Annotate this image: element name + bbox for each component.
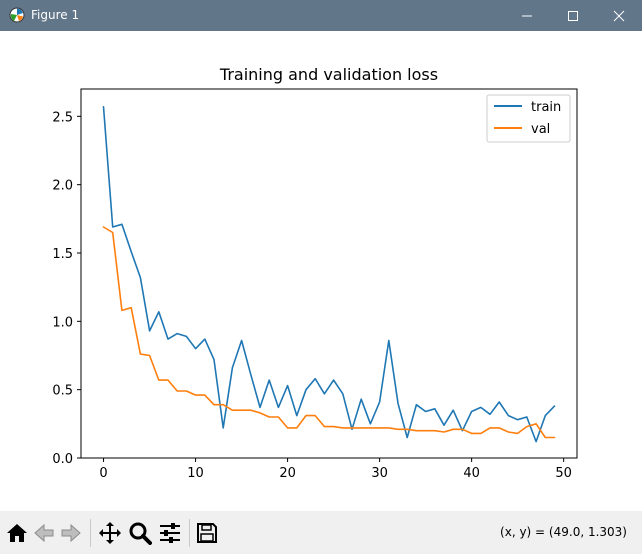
legend: train val	[486, 94, 571, 143]
back-button[interactable]	[31, 520, 57, 546]
close-button[interactable]	[596, 0, 642, 31]
home-icon	[7, 524, 27, 542]
maximize-button[interactable]	[550, 0, 596, 31]
close-icon	[613, 10, 625, 21]
axis-layer: 0 10 20 30 40 50 0.0 0.5 1.0 1.5 2.0 2.5	[52, 110, 572, 481]
legend-label-train: train	[531, 100, 561, 115]
save-button[interactable]	[194, 520, 220, 546]
series-layer	[102, 106, 556, 443]
x-tick-label: 10	[187, 466, 204, 481]
x-tick-label: 30	[371, 466, 388, 481]
zoom-button[interactable]	[127, 520, 153, 546]
forward-button[interactable]	[58, 520, 84, 546]
zoom-icon	[129, 522, 152, 545]
figure-canvas[interactable]: Training and validation loss 0 10 20 30 40 50…	[1, 31, 641, 511]
series-line-val	[102, 226, 556, 439]
series-line-train	[102, 106, 556, 443]
window-title: Figure 1	[31, 8, 80, 22]
minimize-icon	[522, 15, 532, 16]
pan-icon	[99, 522, 121, 544]
navigation-toolbar: (x, y) = (49.0, 1.303)	[0, 511, 642, 554]
back-icon	[34, 523, 54, 543]
save-icon	[197, 523, 217, 543]
y-tick-label: 2.0	[52, 179, 73, 194]
matplotlib-app-icon	[9, 7, 25, 23]
maximize-icon	[568, 10, 578, 21]
home-button[interactable]	[4, 520, 30, 546]
x-tick-label: 0	[99, 466, 107, 481]
x-tick-label: 50	[555, 466, 572, 481]
legend-label-val: val	[531, 122, 550, 137]
toolbar-separator	[90, 519, 91, 547]
minimize-button[interactable]	[504, 0, 550, 31]
title-bar[interactable]: Figure 1	[0, 0, 642, 31]
chart-title: Training and validation loss	[219, 65, 438, 84]
x-tick-label: 20	[279, 466, 296, 481]
toolbar-separator	[189, 519, 190, 547]
cursor-coordinates: (x, y) = (49.0, 1.303)	[500, 525, 627, 539]
y-tick-label: 0.0	[52, 452, 73, 467]
plot-svg: Training and validation loss 0 10 20 30 40 50…	[52, 65, 578, 481]
configure-subplots-icon	[160, 523, 180, 543]
axes-frame	[80, 88, 578, 459]
y-tick-label: 1.5	[52, 247, 73, 262]
forward-icon	[61, 523, 81, 543]
y-tick-label: 0.5	[52, 384, 73, 399]
x-tick-label: 40	[463, 466, 480, 481]
y-tick-label: 1.0	[52, 315, 73, 330]
pan-button[interactable]	[97, 520, 123, 546]
configure-subplots-button[interactable]	[157, 520, 183, 546]
y-tick-label: 2.5	[52, 110, 73, 125]
